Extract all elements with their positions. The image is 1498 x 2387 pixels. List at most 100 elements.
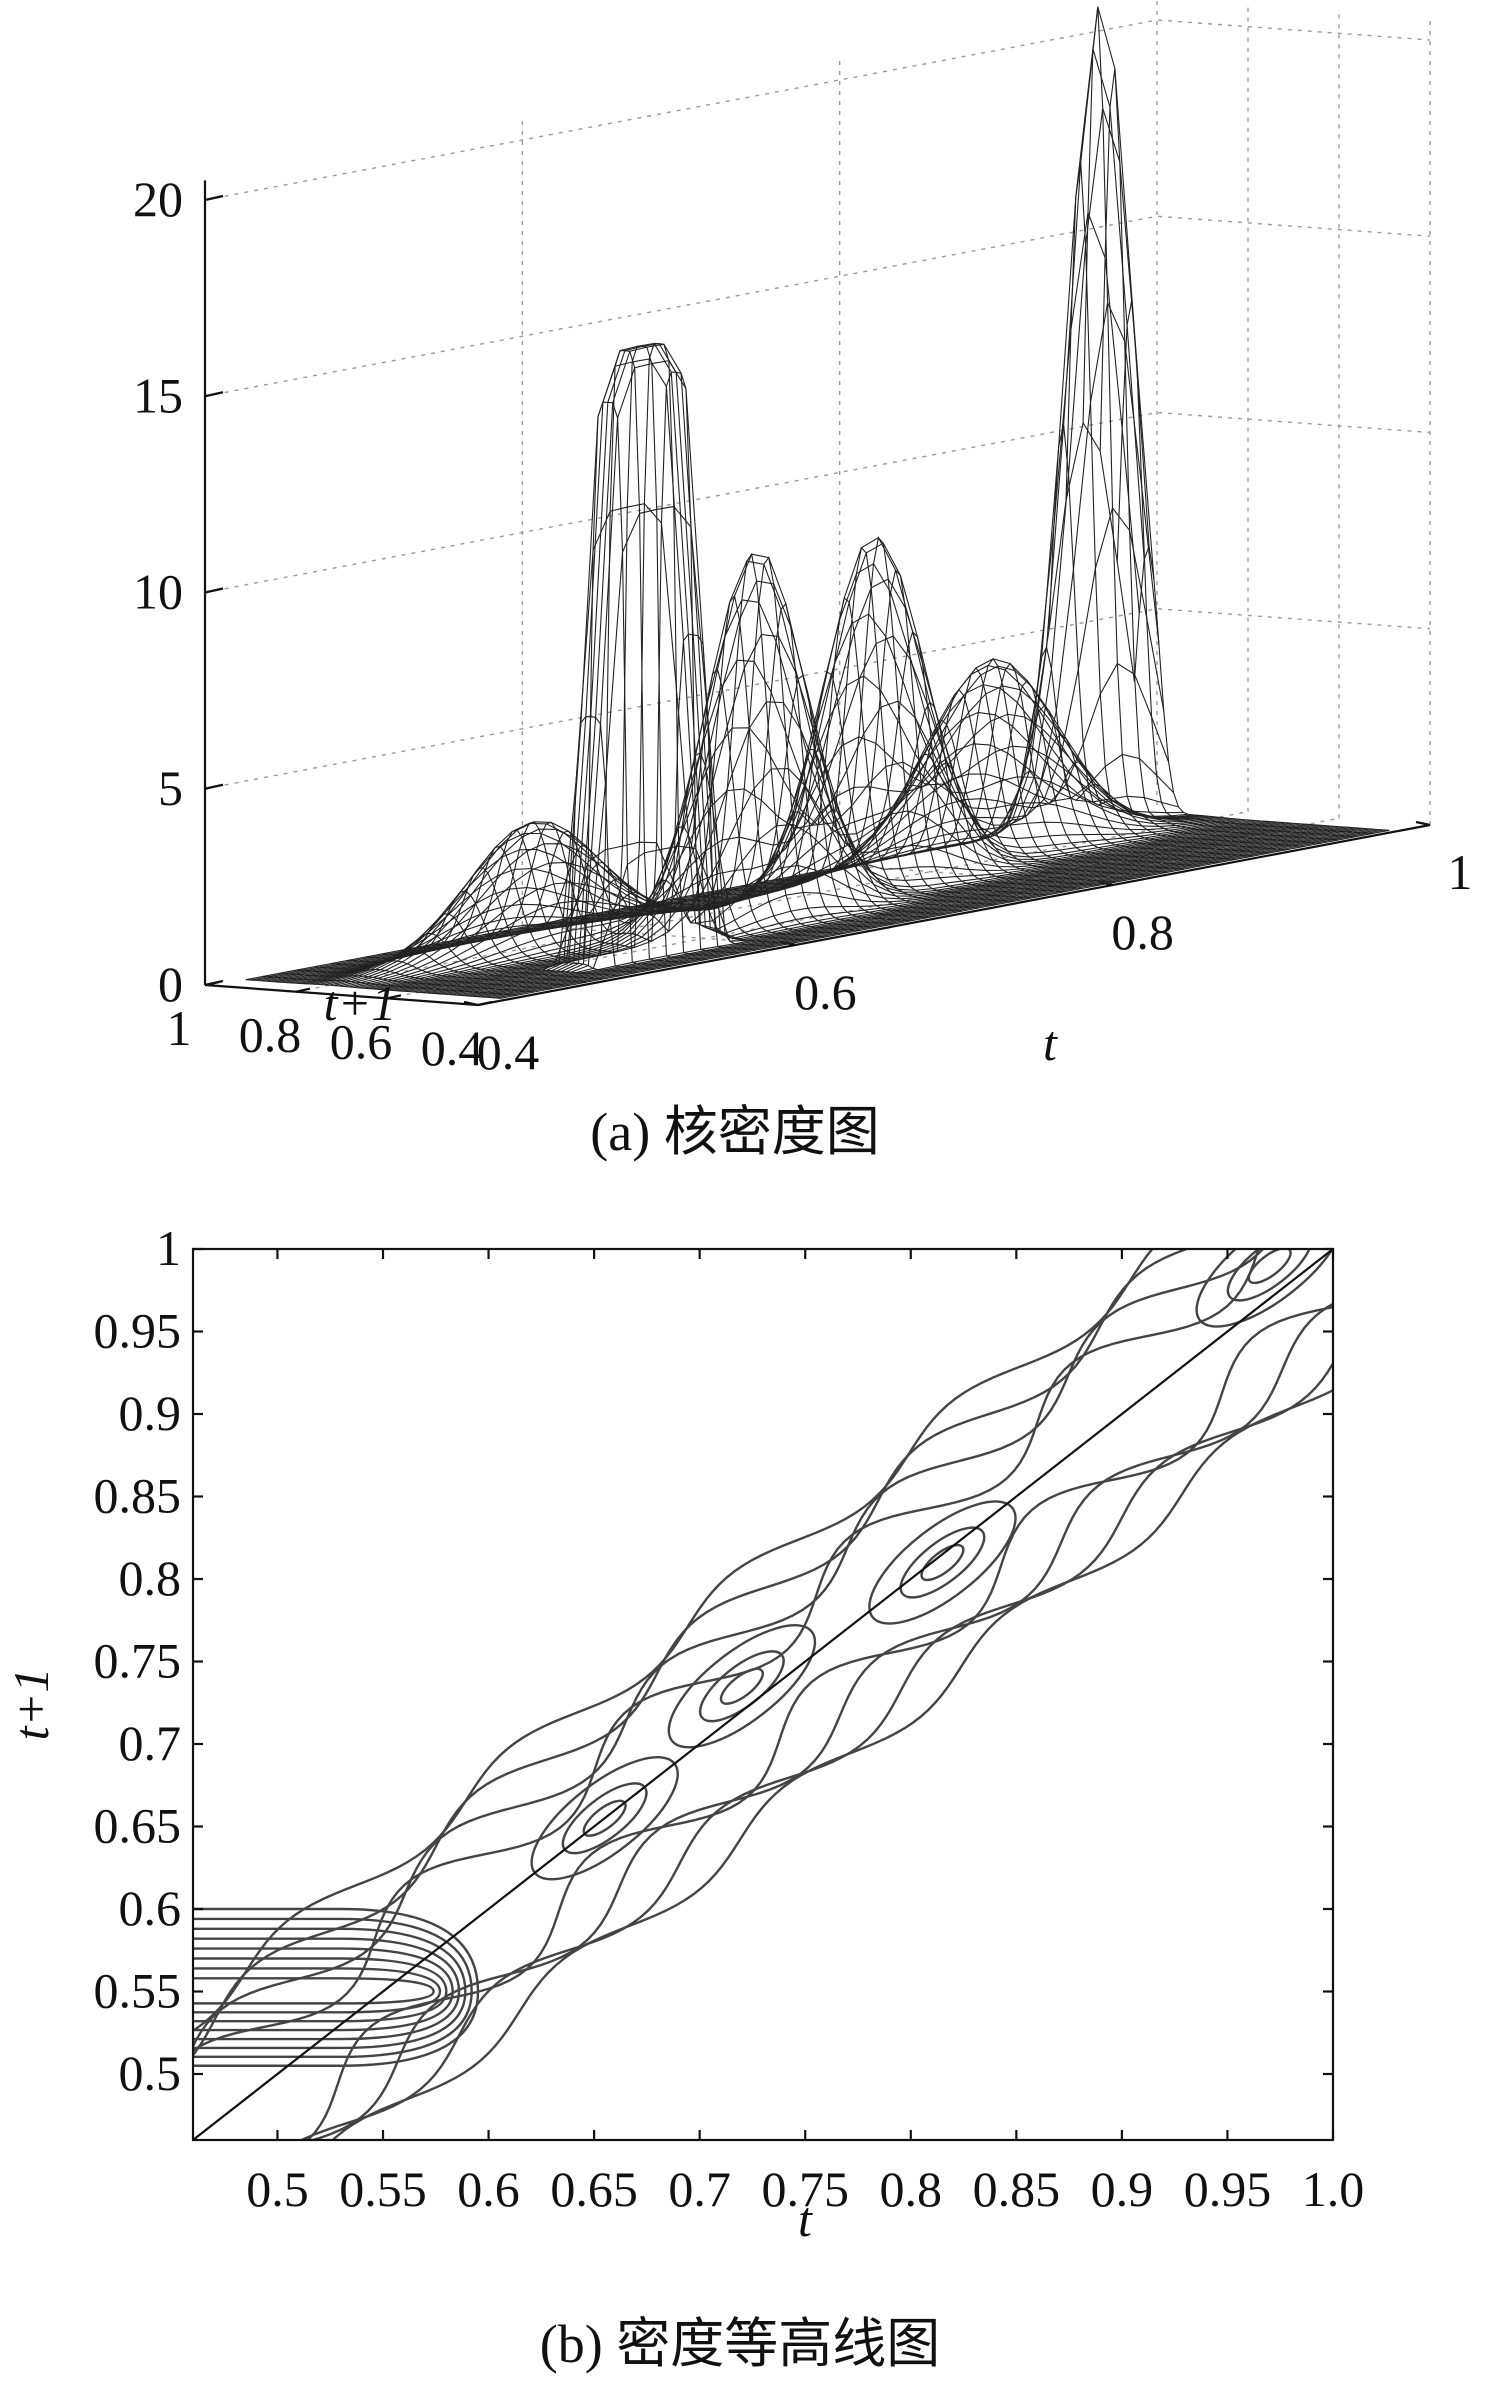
surface-mesh-line [1031, 645, 1287, 851]
surface-mesh-line [485, 371, 740, 954]
z-tick-mark [204, 194, 224, 202]
surface-mesh-line [1116, 298, 1373, 835]
surface-mesh-line [262, 975, 518, 996]
y-tick-label: 0.8 [239, 1007, 302, 1063]
surface-mesh-line [775, 536, 1031, 899]
contour-line [193, 1249, 1191, 2057]
surface-mesh-line [553, 751, 809, 941]
surface-mesh-line [843, 762, 1099, 886]
surface-mesh-line [1065, 162, 1321, 844]
surface-plot: 0 5 10 15 20 0.4 0.6 0.8 1 0.4 0.6 0.8 1 t t+1 (a) 核… [133, 0, 1473, 1162]
z-tick-label: 20 [133, 171, 183, 227]
surface-mesh-line [331, 948, 587, 983]
y-tick-label: 0.4 [421, 1020, 484, 1076]
contour-line [308, 1302, 1333, 2140]
contour-loop [719, 1667, 764, 1705]
y-axis-label: t+1 [3, 1668, 59, 1741]
x-tick-label: 0.9 [1091, 2161, 1154, 2217]
y-tick-mark [386, 994, 402, 1000]
surface-mesh-line [1048, 424, 1304, 848]
z-tick-label: 0 [158, 956, 183, 1012]
contour-line [193, 1947, 454, 2032]
x-tick-label: 0.8 [880, 2161, 943, 2217]
surface-mesh-line [343, 562, 1233, 987]
z-tick-label: 15 [133, 367, 183, 423]
surface-mesh-line [1082, 6, 1338, 841]
surface-mesh-line [250, 210, 1140, 981]
x-tick-mark [1415, 820, 1431, 827]
surface-mesh-line [1133, 546, 1390, 831]
contour-loop [698, 1650, 785, 1723]
surface-mesh-line [436, 343, 1326, 995]
surface-mesh-line [1099, 68, 1356, 838]
surface-mesh-line [809, 630, 1065, 893]
x-tick-label: 0.55 [339, 2161, 427, 2217]
caption-b: (b) 密度等高线图 [540, 2314, 940, 2374]
surface-mesh-line [672, 749, 928, 919]
surface-mesh-line [245, 979, 501, 999]
surface-mesh-line [348, 536, 1238, 988]
x-tick-label: 1.0 [1302, 2161, 1365, 2217]
surface-tick-labels: 0 5 10 15 20 0.4 0.6 0.8 1 0.4 0.6 0.8 1 [133, 171, 1473, 1080]
surface-mesh-line [741, 596, 997, 906]
contour-line [299, 1360, 1333, 2140]
x-tick-label: 0.4 [477, 1024, 540, 1080]
contour-loop [899, 1526, 986, 1599]
y-tick-label: 0.95 [94, 1303, 182, 1359]
x-tick-label: 0.6 [457, 2161, 520, 2217]
y-tick-label: 0.75 [94, 1633, 182, 1689]
y-tick-label: 0.8 [119, 1550, 182, 1606]
y-tick-label: 0.55 [94, 1963, 182, 2019]
wall-z-gridline [204, 215, 1431, 397]
z-tick-label: 5 [158, 760, 183, 816]
contour-loop [868, 1500, 1017, 1625]
y-tick-label: 0.9 [119, 1385, 182, 1441]
y-axis-label: t+1 [324, 975, 397, 1031]
x-tick-label: 0.95 [1184, 2161, 1272, 2217]
contour-line [193, 1957, 448, 2023]
surface-mesh-line [433, 350, 689, 964]
z-tick-mark [204, 587, 224, 594]
wall-z-gridline [204, 19, 1431, 201]
z-tick-label: 10 [133, 564, 183, 620]
contour-plot: 0.5 0.55 0.6 0.65 0.7 0.75 0.8 0.85 0.9 0.95 1.0 0.… [3, 1220, 1365, 2374]
surface-mesh-line [946, 662, 1202, 867]
surface-grid [204, 0, 1431, 1000]
diagonal-line [192, 1248, 1334, 2141]
x-tick-label: 0.85 [973, 2161, 1061, 2217]
z-tick-mark [204, 391, 224, 398]
contour-tick-labels: 0.5 0.55 0.6 0.65 0.7 0.75 0.8 0.85 0.9 0.95 1.0 0.… [94, 1220, 1365, 2217]
y-tick-label: 0.85 [94, 1468, 182, 1524]
y-tick-mark [295, 987, 311, 993]
x-axis-label: t [798, 2191, 813, 2247]
contour-line [193, 1249, 1260, 2052]
y-tick-label: 0.5 [119, 2045, 182, 2101]
caption-a: (a) 核密度图 [590, 1102, 879, 1162]
plot-frame [191, 1247, 1335, 2142]
surface-mesh-line [912, 667, 1168, 873]
surface-mesh-line [450, 345, 706, 961]
surface-mesh-line [446, 360, 1336, 995]
y-tick-label: 0.65 [94, 1798, 182, 1854]
contour-loop [667, 1624, 817, 1749]
surface-mesh-line [621, 556, 877, 928]
contour-loop [920, 1543, 965, 1582]
wall-z-gridline [204, 608, 1431, 790]
contour-line [193, 1249, 1265, 2049]
x-tick-label: 0.5 [246, 2161, 309, 2217]
surface-mesh-line [416, 401, 672, 967]
figure-a-kernel-density: 0 5 10 15 20 0.4 0.6 0.8 1 0.4 0.6 0.8 1 t t+1 (a) 核… [0, 0, 1498, 1190]
surface-mesh-line [895, 688, 1150, 877]
surface-mesh-line [587, 594, 843, 935]
x-axis-label: t [1043, 1015, 1058, 1071]
surface-mesh-line [655, 674, 911, 922]
t-axis [477, 823, 1431, 1007]
surface-mesh-line [1014, 761, 1270, 854]
surface-mesh-line [826, 701, 1082, 890]
surface-mesh-line [980, 705, 1236, 860]
surface-mesh-line [929, 657, 1185, 870]
surface-mesh-line [997, 733, 1253, 857]
wall-z-gridline [204, 411, 1431, 594]
y-tick-label: 0.6 [330, 1013, 393, 1069]
contour-line [193, 1917, 473, 2059]
